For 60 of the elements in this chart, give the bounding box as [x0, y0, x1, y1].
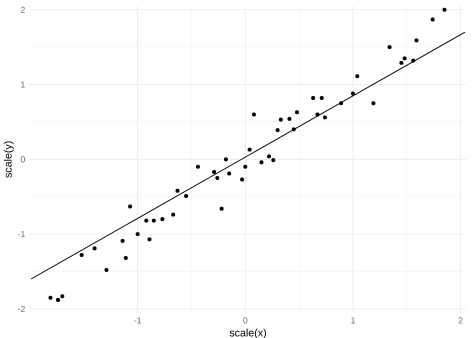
point [292, 127, 296, 132]
point [56, 298, 60, 302]
point [92, 246, 97, 250]
point [152, 218, 156, 223]
point [278, 118, 283, 122]
point [252, 112, 256, 116]
y-tick-label: -1 [18, 231, 25, 238]
point [399, 60, 404, 65]
y-tick-label: -2 [18, 306, 25, 312]
point [212, 170, 216, 174]
point [160, 217, 164, 222]
point [148, 237, 152, 242]
point [402, 56, 407, 60]
point [315, 112, 320, 116]
point [248, 148, 252, 152]
point [355, 74, 360, 78]
point [371, 101, 376, 106]
y-tick-label: 2 [20, 6, 25, 13]
point [60, 294, 64, 298]
x-tick-label: 1 [351, 317, 355, 324]
point [311, 96, 316, 100]
point [124, 256, 128, 260]
point [259, 160, 264, 164]
point [320, 96, 324, 100]
point [350, 92, 355, 96]
point [224, 157, 228, 162]
point [411, 58, 416, 63]
point [136, 232, 140, 236]
point [120, 238, 125, 243]
x-tick-label: 2 [458, 317, 463, 324]
point [442, 8, 446, 12]
point [287, 116, 292, 121]
point [184, 194, 188, 198]
x-tick-label: 0 [243, 317, 248, 324]
point [48, 296, 52, 300]
point [144, 218, 148, 223]
point [430, 17, 435, 22]
point [322, 115, 327, 120]
point [243, 164, 248, 169]
point [128, 204, 132, 208]
point [240, 178, 244, 182]
point [294, 110, 299, 114]
point [175, 188, 180, 193]
y-tick-label: 1 [21, 82, 25, 88]
point [266, 154, 271, 158]
point [80, 253, 84, 258]
point [220, 206, 224, 211]
point [414, 38, 418, 42]
point [215, 176, 220, 180]
point [171, 212, 176, 217]
y-axis-title: scale(y) [4, 141, 14, 178]
x-tick-label: -1 [134, 317, 142, 324]
point [227, 172, 232, 176]
point [276, 128, 280, 132]
point [388, 45, 392, 50]
point [271, 158, 276, 162]
point [196, 164, 200, 169]
y-tick-label: 0 [20, 156, 25, 162]
point [104, 268, 108, 272]
point [339, 101, 344, 106]
